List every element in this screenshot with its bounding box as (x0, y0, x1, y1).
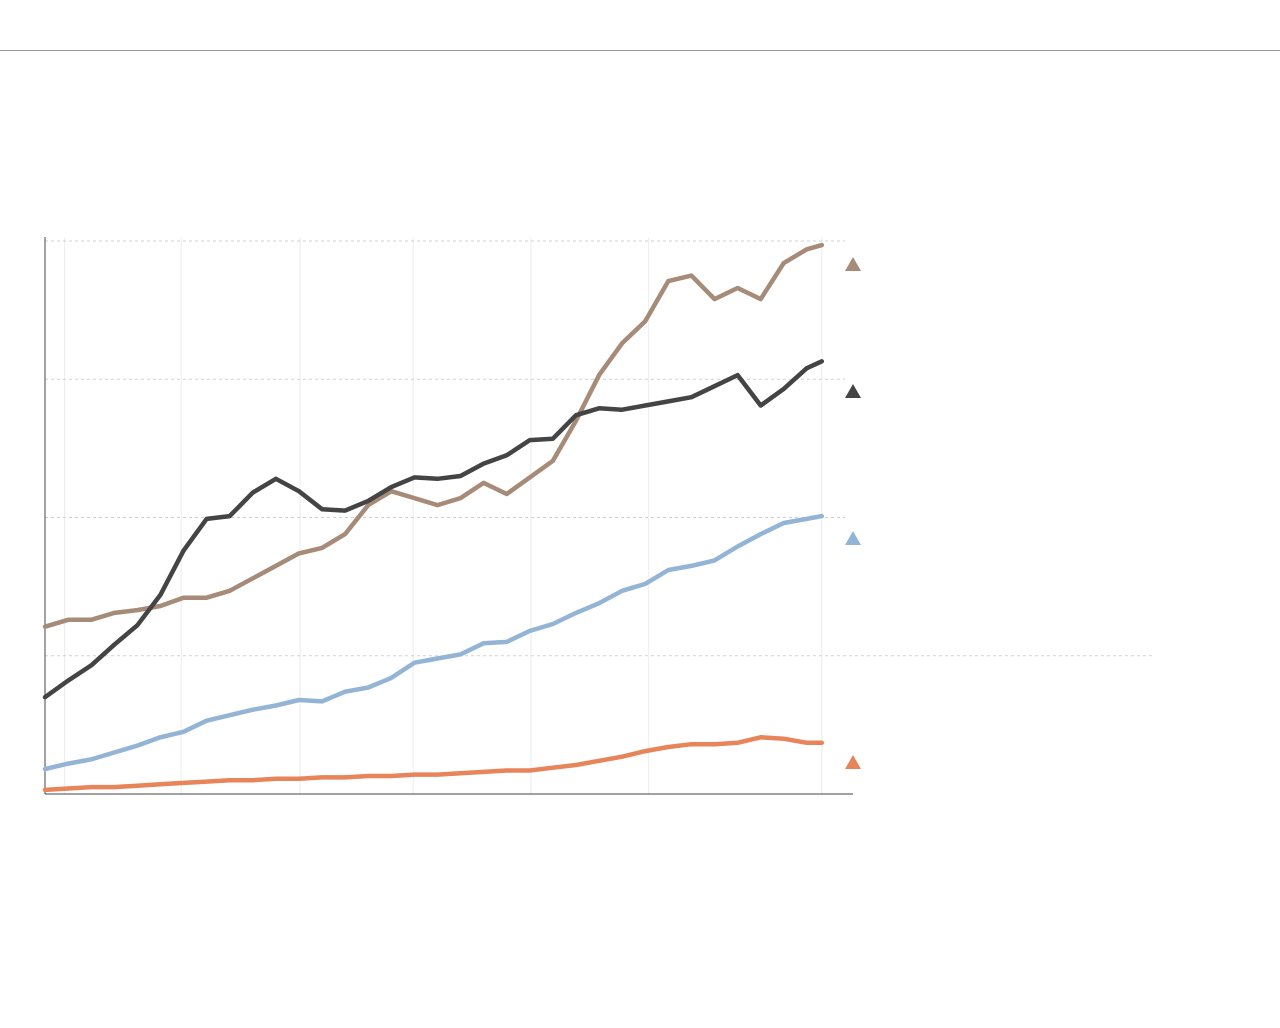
legend-marker (845, 384, 861, 398)
series-line (42, 735, 825, 793)
series-line (42, 513, 825, 772)
legend-marker (845, 755, 861, 769)
series-line (42, 242, 825, 629)
legend-marker (845, 531, 861, 545)
series-line (42, 359, 825, 700)
legend-marker (845, 257, 861, 271)
